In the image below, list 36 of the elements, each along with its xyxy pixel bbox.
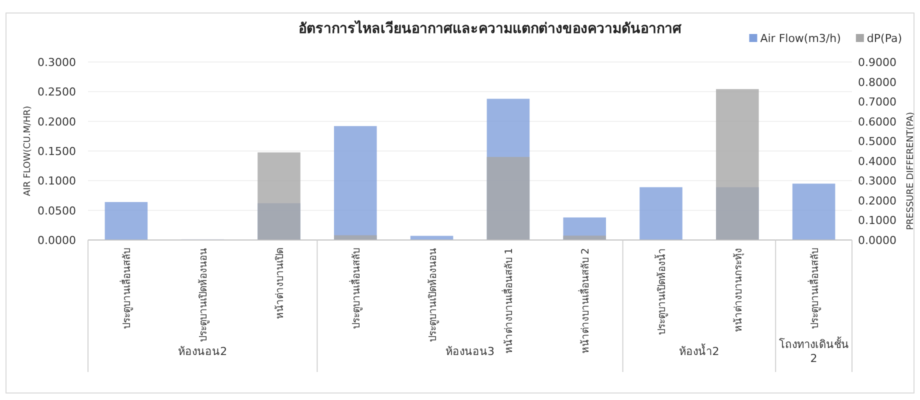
x-tick-label: หน้าต่างบานเลื่อนสลับ 2 [578,248,592,354]
legend-label: dP(Pa) [866,32,902,45]
text: โถงทางเดินชั้น 2 [778,336,849,365]
x-tick-label: ประตูบานเลื่อนสลับ [348,248,362,329]
y2-tick-label: 0.1000 [858,214,896,228]
y2-tick-label: 0.4000 [858,154,896,168]
text: ห้องนอน3 [446,345,494,358]
y-tick-label: 0.2000 [38,115,76,128]
y2-tick-label: 0.7000 [858,96,896,109]
x-tick-label: หน้าต่างบานกระทุ้ง [732,248,744,332]
y-tick-label: 0.0500 [38,204,76,218]
y2-tick-label: 0.5000 [858,135,896,148]
y2-tick-label: 0.3000 [858,174,896,188]
y-axis-title: AIR FLOW(CU.M/HR) [23,106,33,196]
y2-tick-label: 0.6000 [858,115,896,128]
y2-tick-label: 0.8000 [858,76,896,89]
text: ห้องนอน2 [178,345,228,358]
y2-axis-title: PRESSURE DIFFERENT(PA) [906,112,916,230]
x-tick-label: ประตูบานเปิดห้องน้ำ [654,248,668,335]
legend-label: Air Flow(m3/h) [760,32,841,45]
chart-title: อัตราการไหลเวียนอากาศและความแตกต่างของความดันอากาศ [298,19,682,37]
x-tick-label: หน้าต่างบานเปิด [274,248,286,319]
x-tick-label: ประตูบานเลื่อนสลับ [806,248,821,329]
y2-tick-label: 0.9000 [858,56,896,69]
y-tick-label: 0.0000 [38,234,76,247]
x-tick-label: หน้าต่างบานเลื่อนสลับ 1 [501,248,516,354]
y2-tick-label: 0.0000 [858,234,896,247]
y-tick-label: 0.2500 [38,86,76,99]
y-tick-label: 0.1500 [38,145,76,158]
x-tick-label: ประตูบานเปิดห้องนอน [198,248,210,342]
y2-tick-label: 0.2000 [858,194,896,208]
y-tick-label: 0.1000 [38,174,76,188]
x-tick-label: ประตูบานเปิดห้องนอน [426,248,439,342]
x-tick-label: ประตูบานเลื่อนสลับ [119,248,134,329]
y-tick-label: 0.3000 [38,56,76,69]
text: ห้องน้ำ2 [679,343,720,358]
